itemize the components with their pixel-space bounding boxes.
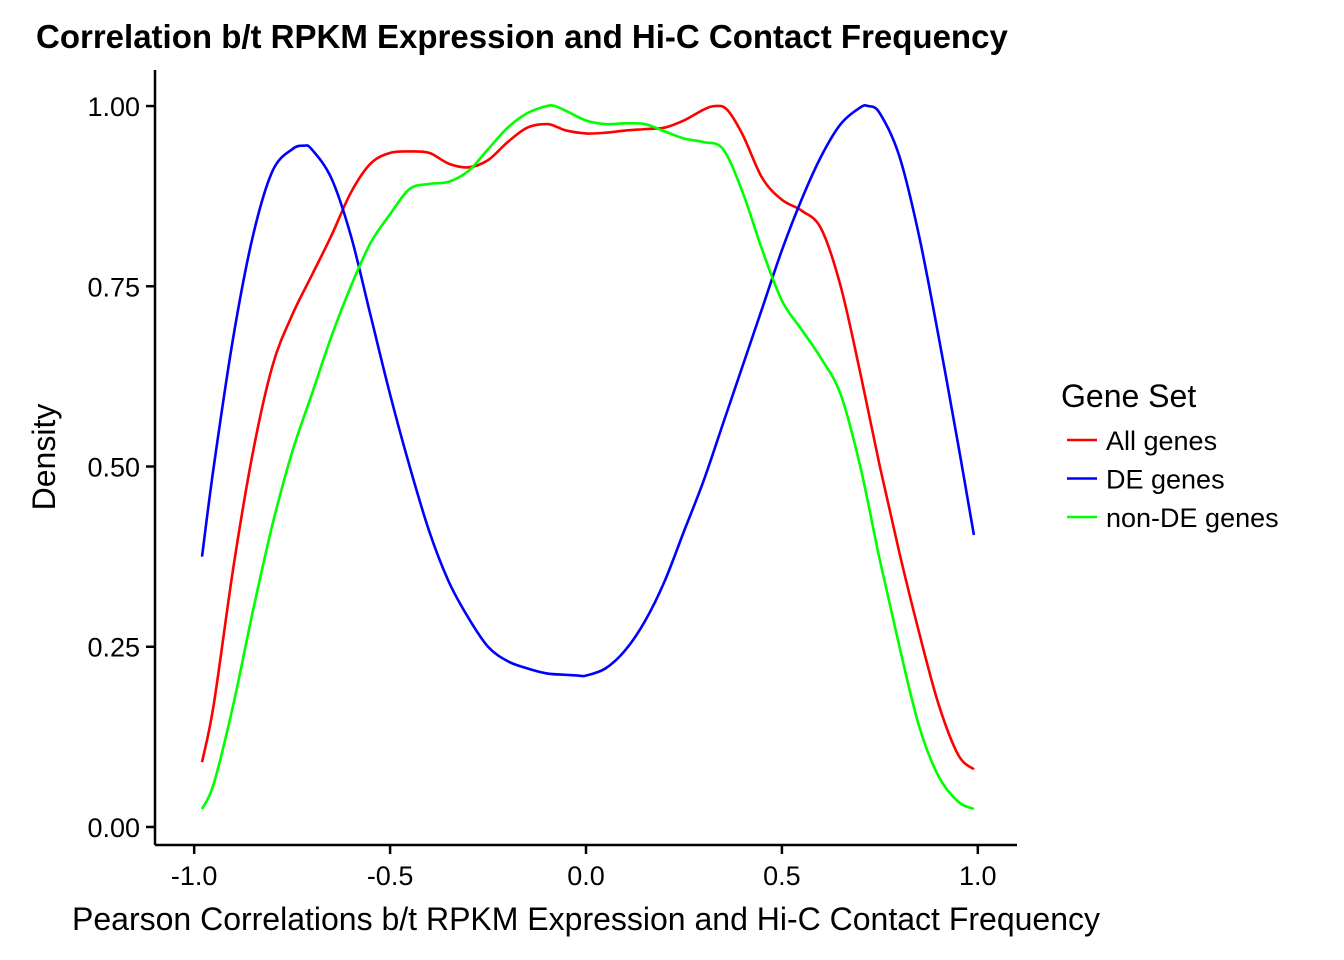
series-line-non-de-genes [200,103,975,811]
y-axis-title: Density [26,404,62,511]
legend-title: Gene Set [1061,378,1196,414]
legend-label: non-DE genes [1106,503,1279,533]
x-axis-ticks: -1.0 -0.5 0.0 0.5 1.0 [171,845,997,891]
series-line-de-genes [200,103,976,678]
x-tick-label: -1.0 [171,861,218,891]
legend-item-de-genes: DE genes [1067,465,1225,495]
y-axis-ticks: 0.00 0.25 0.50 0.75 1.00 [87,92,155,843]
x-tick-label: 0.5 [763,861,801,891]
x-tick-label: 0.0 [567,861,605,891]
legend: Gene Set All genes DE genes non-DE genes [1061,378,1279,533]
legend-item-non-de-genes: non-DE genes [1067,503,1279,533]
legend-items: All genes DE genes non-DE genes [1067,426,1279,533]
series-line-all-genes [200,104,975,771]
legend-label: All genes [1106,426,1217,456]
legend-label: DE genes [1106,465,1225,495]
y-tick-label: 1.00 [87,92,140,122]
chart-title: Correlation b/t RPKM Expression and Hi-C… [36,18,1008,55]
plot-area: 0.00 0.25 0.50 0.75 1.00 -1.0 -0.5 0.0 0.5 1.0 [87,70,1017,891]
y-tick-label: 0.50 [87,453,140,483]
y-tick-label: 0.75 [87,272,140,302]
x-tick-label: 1.0 [959,861,997,891]
x-axis-title: Pearson Correlations b/t RPKM Expression… [72,901,1100,937]
series-layer [200,103,976,811]
y-tick-label: 0.25 [87,633,140,663]
y-tick-label: 0.00 [87,813,140,843]
legend-item-all-genes: All genes [1067,426,1217,456]
x-tick-label: -0.5 [367,861,414,891]
